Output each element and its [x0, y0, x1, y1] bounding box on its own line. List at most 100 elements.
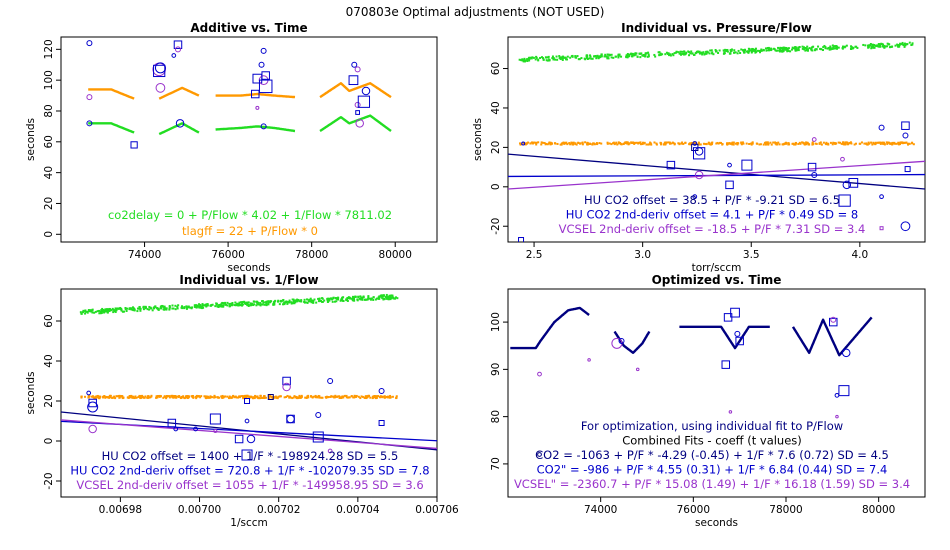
band-point	[237, 304, 240, 307]
band-point	[836, 46, 839, 49]
band-point	[903, 45, 906, 48]
band-point	[256, 303, 259, 306]
band-point	[296, 396, 299, 399]
data-marker	[354, 66, 361, 73]
band-point	[654, 55, 657, 58]
band-point	[94, 396, 97, 399]
y-tick-label: 80	[490, 410, 502, 423]
band-point	[883, 143, 886, 146]
band-point	[213, 394, 216, 397]
band-point	[219, 303, 222, 306]
band-point	[112, 311, 115, 314]
band-point	[261, 303, 264, 306]
band-point	[689, 52, 692, 55]
band-point	[820, 143, 823, 146]
band-point	[535, 143, 538, 146]
y-tick-label: 120	[43, 39, 55, 59]
band-point	[222, 304, 225, 307]
band-point	[633, 141, 636, 144]
band-point	[387, 298, 390, 301]
band-point	[545, 142, 548, 145]
fit-annotation: For optimization, using individual fit t…	[581, 419, 843, 433]
band-point	[655, 143, 658, 146]
band-point	[902, 141, 905, 144]
band-point	[81, 311, 84, 314]
band-point	[99, 310, 102, 313]
data-marker	[173, 426, 179, 432]
band-point	[114, 310, 117, 313]
band-point	[194, 395, 197, 398]
band-point	[530, 57, 533, 60]
band-point	[706, 50, 709, 53]
band-point	[256, 301, 259, 304]
band-point	[298, 394, 301, 397]
band-point	[392, 297, 395, 300]
band-point	[283, 301, 286, 304]
data-marker	[727, 162, 732, 168]
band-point	[351, 295, 354, 298]
band-point	[772, 141, 775, 144]
band-point	[718, 49, 721, 52]
chart-panel-1: Additive vs. Time 74000 76000 78000 80000 0 20…	[25, 21, 438, 274]
band-point	[566, 143, 569, 146]
band-point	[264, 301, 267, 304]
band-point	[614, 55, 617, 58]
band-point	[608, 53, 611, 56]
band-point	[551, 57, 554, 60]
band-point	[300, 300, 303, 303]
band-point	[108, 308, 111, 311]
band-point	[603, 55, 606, 58]
band-point	[753, 49, 756, 52]
band-point	[104, 309, 107, 312]
y-tick-label: 60	[43, 135, 55, 148]
band-point	[697, 51, 700, 54]
band-point	[136, 307, 139, 310]
band-point	[320, 299, 323, 302]
band-point	[541, 141, 544, 144]
band-point	[827, 143, 830, 146]
band-point	[802, 46, 805, 49]
band-point	[103, 309, 106, 312]
data-marker	[728, 410, 733, 414]
band-point	[814, 48, 817, 51]
band-point	[811, 49, 814, 52]
band-point	[659, 53, 662, 56]
band-point	[312, 299, 315, 302]
band-point	[743, 48, 746, 51]
band-point	[221, 396, 224, 399]
band-point	[174, 308, 177, 311]
band-point	[591, 143, 594, 146]
data-marker	[213, 429, 218, 433]
band-point	[146, 308, 149, 311]
band-point	[334, 396, 337, 399]
data-marker	[693, 147, 706, 160]
band-point	[519, 143, 522, 146]
band-point	[367, 295, 370, 298]
band-point	[276, 397, 279, 400]
band-point	[876, 45, 879, 48]
band-point	[379, 294, 382, 297]
band-point	[206, 303, 209, 306]
data-marker	[829, 317, 838, 327]
band-point	[630, 141, 633, 144]
band-point	[908, 142, 911, 145]
band-point	[881, 141, 884, 144]
band-point	[895, 142, 898, 145]
band-point	[350, 395, 353, 398]
band-point	[812, 143, 815, 146]
band-point	[818, 142, 821, 145]
band-point	[395, 296, 398, 299]
band-point	[323, 299, 326, 302]
x-tick-label: 78000	[295, 249, 328, 261]
band-point	[786, 47, 789, 50]
band-point	[244, 394, 247, 397]
band-point	[580, 57, 583, 60]
band-point	[111, 396, 114, 399]
band-point	[395, 395, 398, 398]
band-point	[549, 141, 552, 144]
band-point	[389, 394, 392, 397]
band-point	[176, 305, 179, 308]
band-point	[318, 297, 321, 300]
band-point	[682, 52, 685, 55]
band-point	[606, 57, 609, 60]
